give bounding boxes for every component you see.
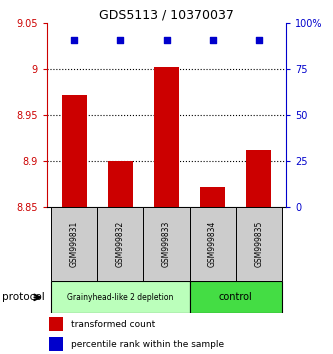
Text: percentile rank within the sample: percentile rank within the sample xyxy=(71,339,224,349)
Bar xyxy=(62,95,87,207)
Bar xyxy=(49,318,63,331)
Bar xyxy=(189,281,282,313)
Point xyxy=(210,38,215,43)
Text: GSM999831: GSM999831 xyxy=(70,221,79,267)
Point xyxy=(118,38,123,43)
Point xyxy=(256,38,261,43)
Bar xyxy=(49,337,63,351)
Text: Grainyhead-like 2 depletion: Grainyhead-like 2 depletion xyxy=(67,293,173,302)
Title: GDS5113 / 10370037: GDS5113 / 10370037 xyxy=(99,9,234,22)
Bar xyxy=(154,67,179,207)
Point xyxy=(164,38,169,43)
Text: protocol: protocol xyxy=(2,292,44,302)
Text: GSM999835: GSM999835 xyxy=(254,221,263,268)
Text: GSM999833: GSM999833 xyxy=(162,221,171,268)
Bar xyxy=(200,187,225,207)
Bar xyxy=(189,207,236,281)
Text: control: control xyxy=(219,292,252,302)
Bar xyxy=(97,207,144,281)
Bar xyxy=(246,150,271,207)
Bar xyxy=(236,207,282,281)
Point xyxy=(72,38,77,43)
Text: transformed count: transformed count xyxy=(71,320,155,329)
Text: GSM999834: GSM999834 xyxy=(208,221,217,268)
Bar xyxy=(51,207,97,281)
Bar xyxy=(51,281,189,313)
Bar xyxy=(108,161,133,207)
Text: GSM999832: GSM999832 xyxy=(116,221,125,267)
Bar xyxy=(144,207,189,281)
